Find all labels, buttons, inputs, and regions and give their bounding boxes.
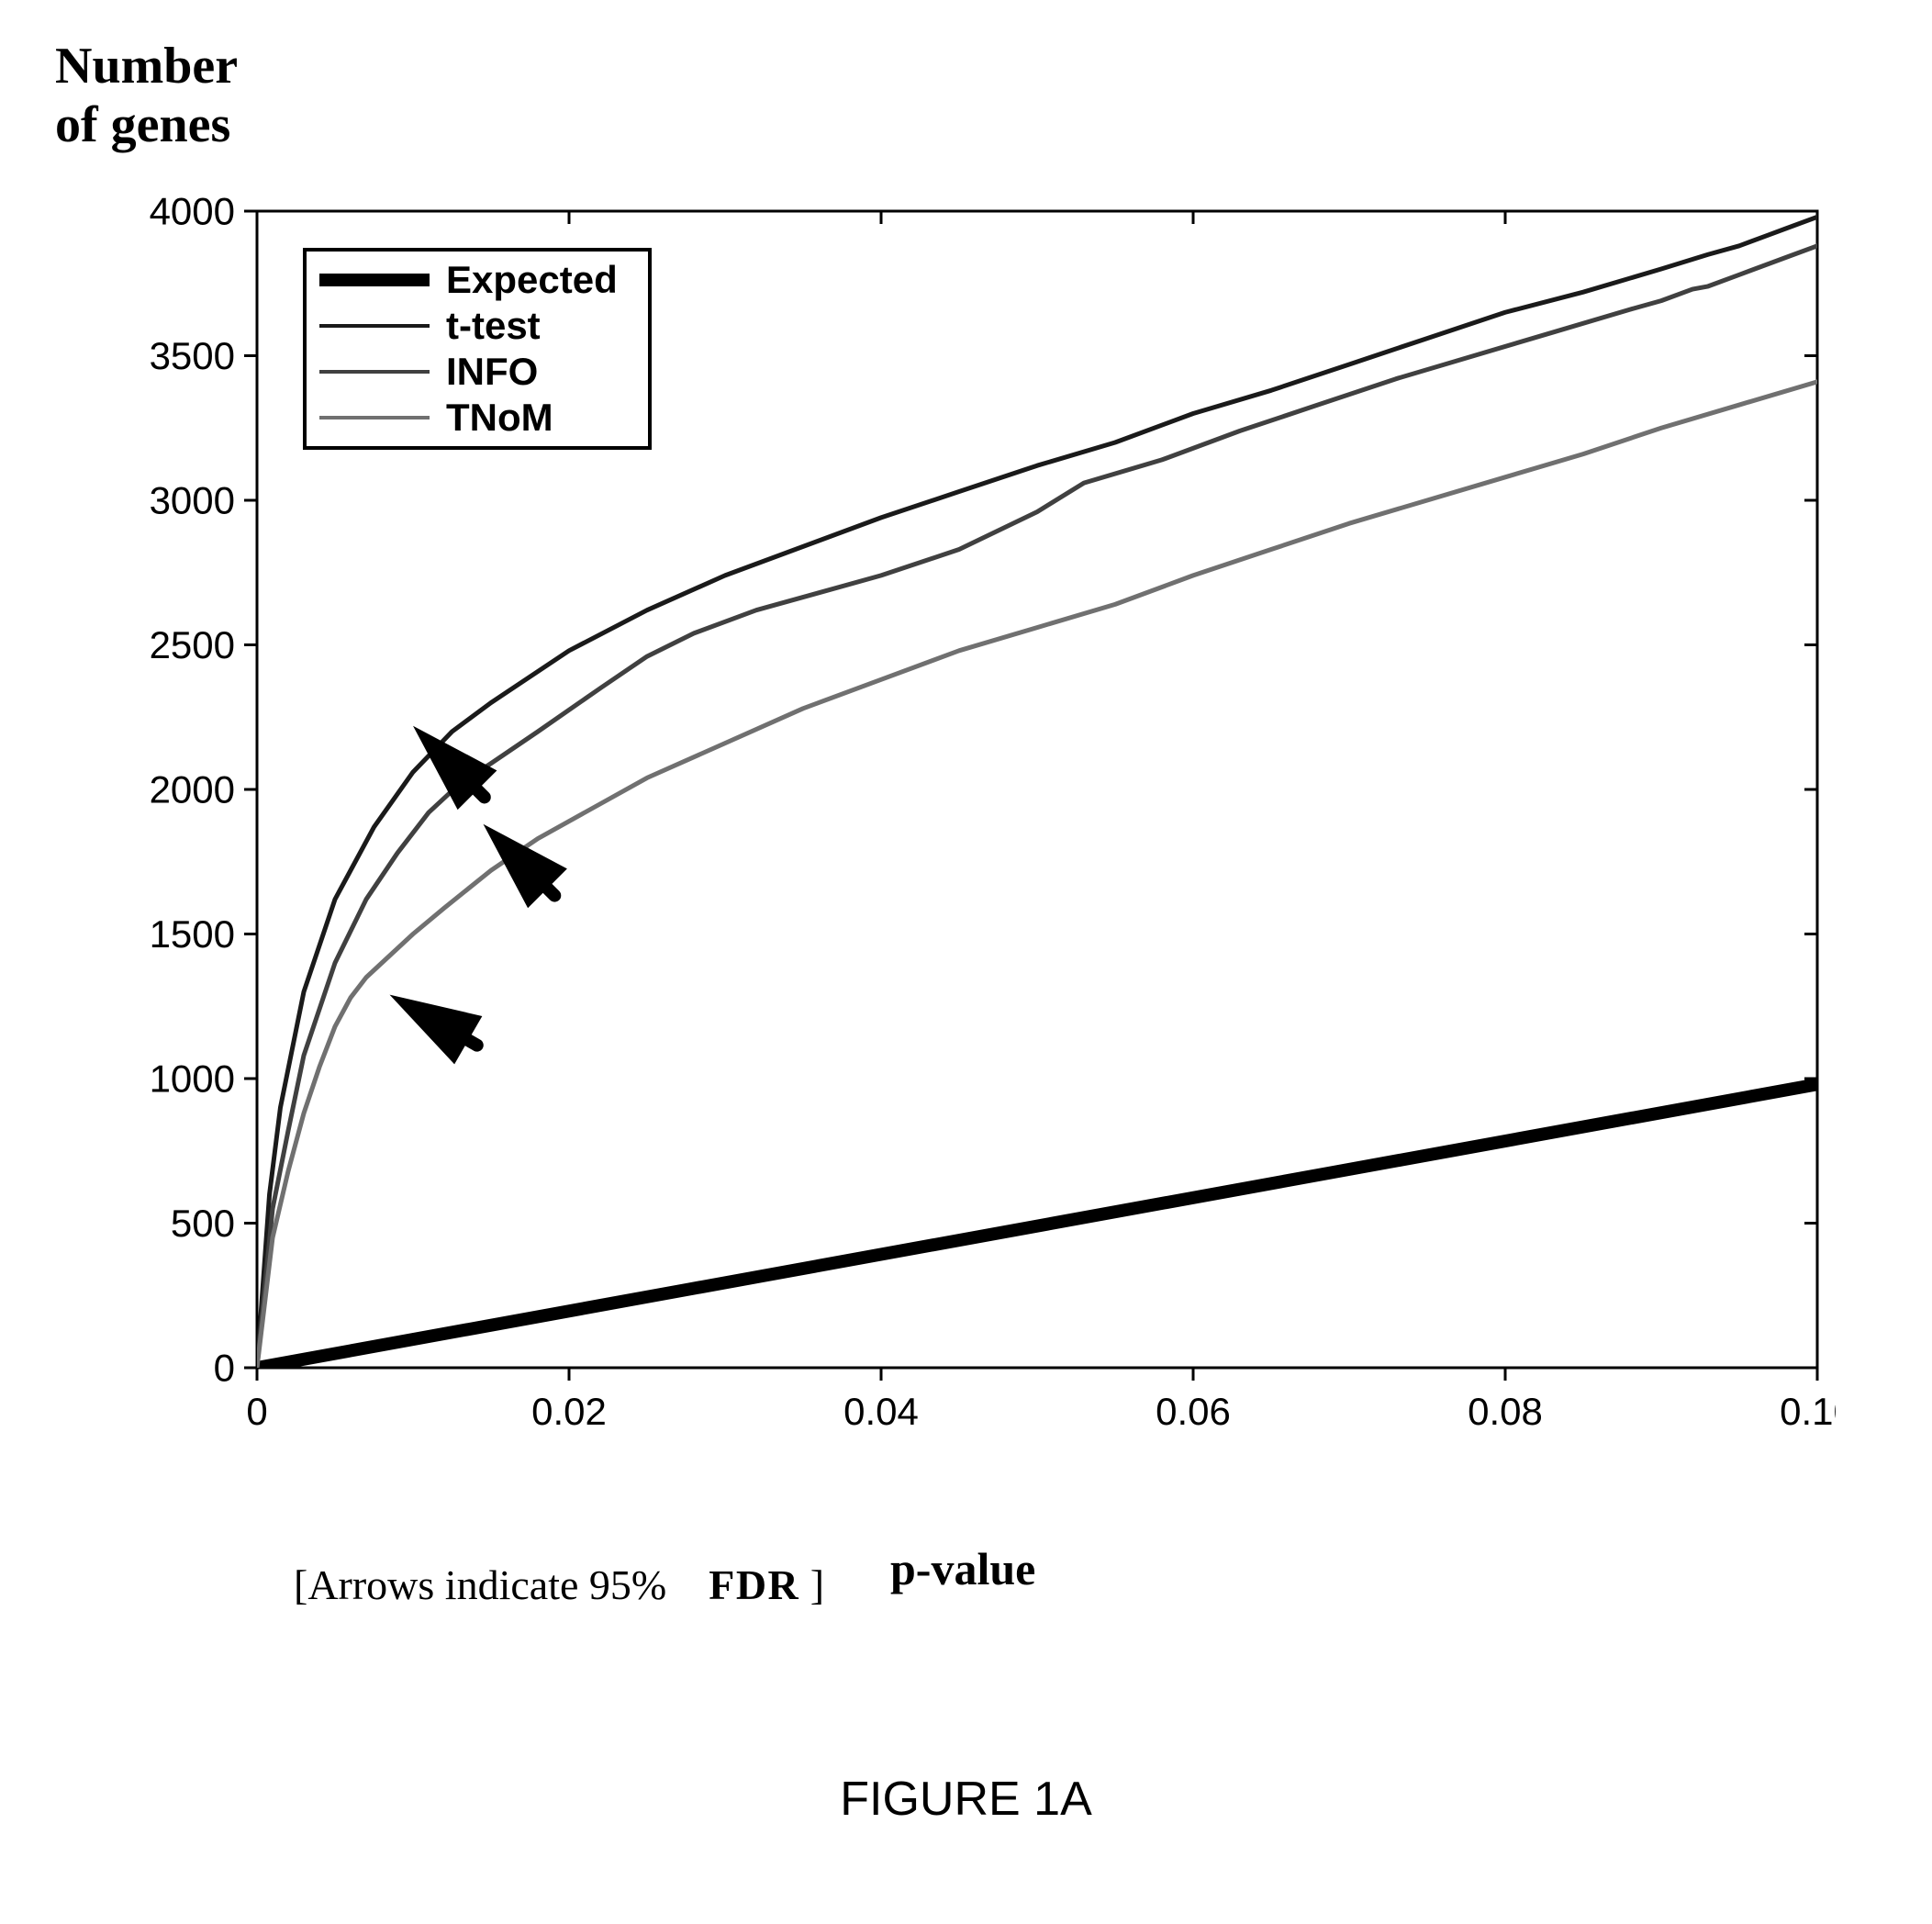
legend-label: Expected bbox=[446, 258, 618, 302]
legend-item: INFO bbox=[319, 349, 635, 395]
y-tick-label: 1500 bbox=[150, 912, 235, 956]
fdr-arrow-shaft-1 bbox=[548, 889, 555, 896]
y-tick-label: 3500 bbox=[150, 334, 235, 377]
legend-swatch bbox=[319, 271, 430, 289]
x-axis-label: p-value bbox=[890, 1542, 1035, 1595]
x-tick-label: 0.06 bbox=[1156, 1390, 1231, 1433]
y-tick-label: 500 bbox=[171, 1202, 235, 1245]
arrows-note-fdr: FDR bbox=[709, 1561, 799, 1608]
legend-box: Expectedt-testINFOTNoM bbox=[303, 248, 652, 450]
x-tick-label: 0.02 bbox=[531, 1390, 607, 1433]
figure-caption: FIGURE 1A bbox=[0, 1772, 1932, 1827]
arrows-note-prefix: [Arrows indicate 95% bbox=[294, 1561, 666, 1608]
y-axis-label-line1: Number bbox=[55, 37, 238, 95]
fdr-arrow-head-2 bbox=[390, 995, 483, 1065]
y-axis-label-line2: of genes bbox=[55, 95, 238, 154]
legend-swatch bbox=[319, 317, 430, 335]
legend-swatch bbox=[319, 363, 430, 381]
legend-item: Expected bbox=[319, 257, 635, 303]
x-tick-label: 0 bbox=[246, 1390, 267, 1433]
y-axis-label: Number of genes bbox=[55, 37, 238, 155]
legend-label: INFO bbox=[446, 350, 538, 394]
y-tick-label: 4000 bbox=[150, 190, 235, 233]
y-tick-label: 3000 bbox=[150, 479, 235, 522]
series-expected bbox=[257, 1084, 1817, 1368]
legend-item: t-test bbox=[319, 303, 635, 349]
legend-swatch bbox=[319, 408, 430, 427]
legend-label: TNoM bbox=[446, 396, 553, 440]
y-tick-label: 1000 bbox=[150, 1057, 235, 1101]
arrows-note-suffix: ] bbox=[810, 1561, 824, 1608]
y-tick-label: 2000 bbox=[150, 768, 235, 811]
arrows-note: [Arrows indicate 95% FDR ] bbox=[294, 1560, 824, 1609]
chart-container: 0 0.02 0.04 0.06 0.08 0.10 0 500 1000 1500 2000 250… bbox=[110, 184, 1836, 1469]
legend-item: TNoM bbox=[319, 395, 635, 441]
x-tick-label: 0.08 bbox=[1468, 1390, 1543, 1433]
x-tick-label: 0.10 bbox=[1780, 1390, 1836, 1433]
fdr-arrow-shaft-2 bbox=[468, 1040, 477, 1046]
fdr-arrow-shaft-0 bbox=[477, 790, 485, 798]
legend-label: t-test bbox=[446, 304, 541, 348]
y-tick-label: 0 bbox=[214, 1347, 235, 1390]
y-tick-label: 2500 bbox=[150, 623, 235, 666]
page: Number of genes 0 0.02 0.04 0.06 0.08 0.10 0 50… bbox=[0, 0, 1932, 1924]
x-tick-label: 0.04 bbox=[843, 1390, 919, 1433]
